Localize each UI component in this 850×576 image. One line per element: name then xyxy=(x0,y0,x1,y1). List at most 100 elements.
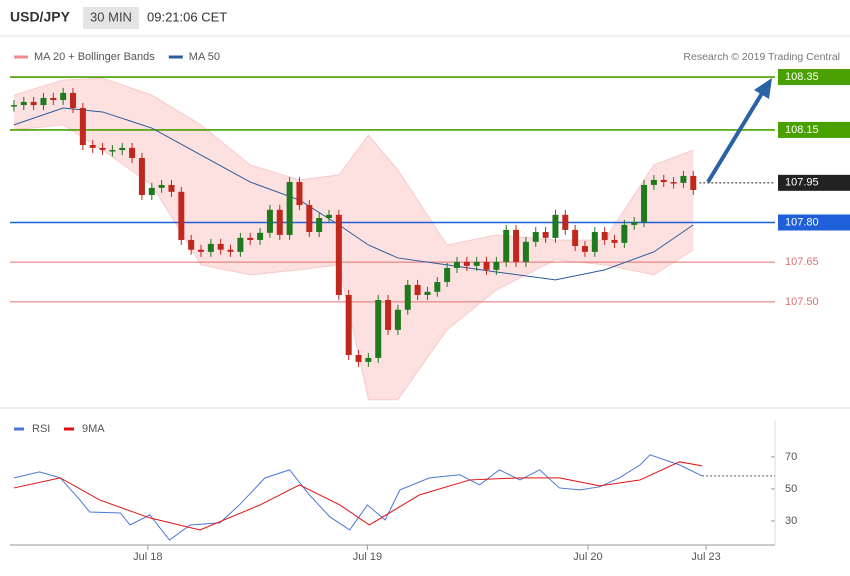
legend-label: MA 20 + Bollinger Bands xyxy=(34,51,155,63)
candle xyxy=(670,182,677,184)
candle xyxy=(365,357,372,362)
level-box xyxy=(778,174,850,191)
candle xyxy=(414,284,421,295)
candle xyxy=(394,309,401,330)
time: 09:21:06 CET xyxy=(147,9,227,24)
candle xyxy=(70,92,77,108)
candle xyxy=(552,214,559,238)
candle xyxy=(572,229,579,247)
candle xyxy=(325,214,332,219)
candle xyxy=(266,209,273,233)
candle xyxy=(178,191,185,240)
candle xyxy=(79,107,86,146)
level-label: 107.80 xyxy=(785,216,819,228)
candle xyxy=(562,214,569,230)
candle xyxy=(650,179,657,185)
candle xyxy=(522,241,529,262)
candle xyxy=(138,157,145,195)
candle xyxy=(20,101,27,106)
candle xyxy=(690,175,697,190)
candle xyxy=(503,229,510,262)
rsi-line xyxy=(13,461,703,531)
rsi-tick-label: 70 xyxy=(785,451,797,463)
legend-label: MA 50 xyxy=(189,51,220,63)
candle xyxy=(601,232,608,240)
candle xyxy=(60,92,67,101)
x-tick-label: Jul 19 xyxy=(353,551,382,563)
level-label: 107.65 xyxy=(785,256,819,268)
candle xyxy=(237,237,244,252)
level-label: 107.95 xyxy=(785,177,819,189)
level-label: 107.50 xyxy=(785,296,819,308)
candle xyxy=(276,209,283,235)
interval: 30 MIN xyxy=(90,9,132,24)
candle xyxy=(50,97,57,101)
candle xyxy=(473,261,480,266)
bollinger-upper xyxy=(13,77,694,246)
candle xyxy=(542,232,549,238)
candle xyxy=(680,175,687,183)
candle xyxy=(217,243,224,250)
candle xyxy=(611,239,618,243)
x-tick-label: Jul 23 xyxy=(691,551,720,563)
candle xyxy=(296,182,303,206)
candle xyxy=(581,246,588,252)
candle xyxy=(129,147,136,158)
candle xyxy=(660,179,667,183)
candle xyxy=(247,237,254,240)
candle xyxy=(227,249,234,252)
candle xyxy=(335,214,342,295)
x-tick-label: Jul 20 xyxy=(573,551,602,563)
candle xyxy=(532,232,539,242)
symbol: USD/JPY xyxy=(10,9,71,25)
candle xyxy=(207,243,214,252)
candle xyxy=(286,182,293,235)
candle xyxy=(188,239,195,250)
interval-box xyxy=(83,7,139,29)
candle xyxy=(385,299,392,330)
candle xyxy=(148,187,155,195)
level-label: 108.35 xyxy=(785,71,819,83)
candle xyxy=(444,267,451,283)
candle xyxy=(453,261,460,268)
candle xyxy=(434,282,441,292)
candle xyxy=(404,284,411,310)
candle xyxy=(463,261,470,266)
candle xyxy=(119,147,126,151)
candle xyxy=(99,147,106,151)
candle xyxy=(631,221,638,225)
ma50-line xyxy=(13,107,694,281)
candle xyxy=(641,184,648,222)
rsi-tick-label: 50 xyxy=(785,483,797,495)
candle xyxy=(257,232,264,240)
candle xyxy=(424,291,431,295)
candle xyxy=(198,249,205,252)
candle xyxy=(621,224,628,243)
candle xyxy=(345,294,352,356)
legend-label: 9MA xyxy=(82,423,105,435)
candle xyxy=(30,101,37,106)
arrow-head xyxy=(754,78,772,99)
legend-label: RSI xyxy=(32,423,50,435)
candle xyxy=(591,232,598,252)
arrow-shaft xyxy=(706,88,766,184)
bollinger-band xyxy=(13,78,694,400)
candle xyxy=(40,97,47,106)
forecast-arrow xyxy=(706,78,772,184)
candle xyxy=(513,229,520,262)
candle xyxy=(355,355,362,362)
candle xyxy=(483,261,490,270)
level-box xyxy=(778,214,850,231)
level-label: 108.15 xyxy=(785,124,819,136)
x-tick-label: Jul 18 xyxy=(133,551,162,563)
level-box xyxy=(778,69,850,86)
source: Research © 2019 Trading Central xyxy=(683,51,840,63)
candle xyxy=(10,105,17,107)
candle xyxy=(493,261,500,270)
candle xyxy=(375,299,382,358)
rsi-tick-label: 30 xyxy=(785,515,797,527)
candle xyxy=(158,184,165,188)
level-box xyxy=(778,121,850,138)
